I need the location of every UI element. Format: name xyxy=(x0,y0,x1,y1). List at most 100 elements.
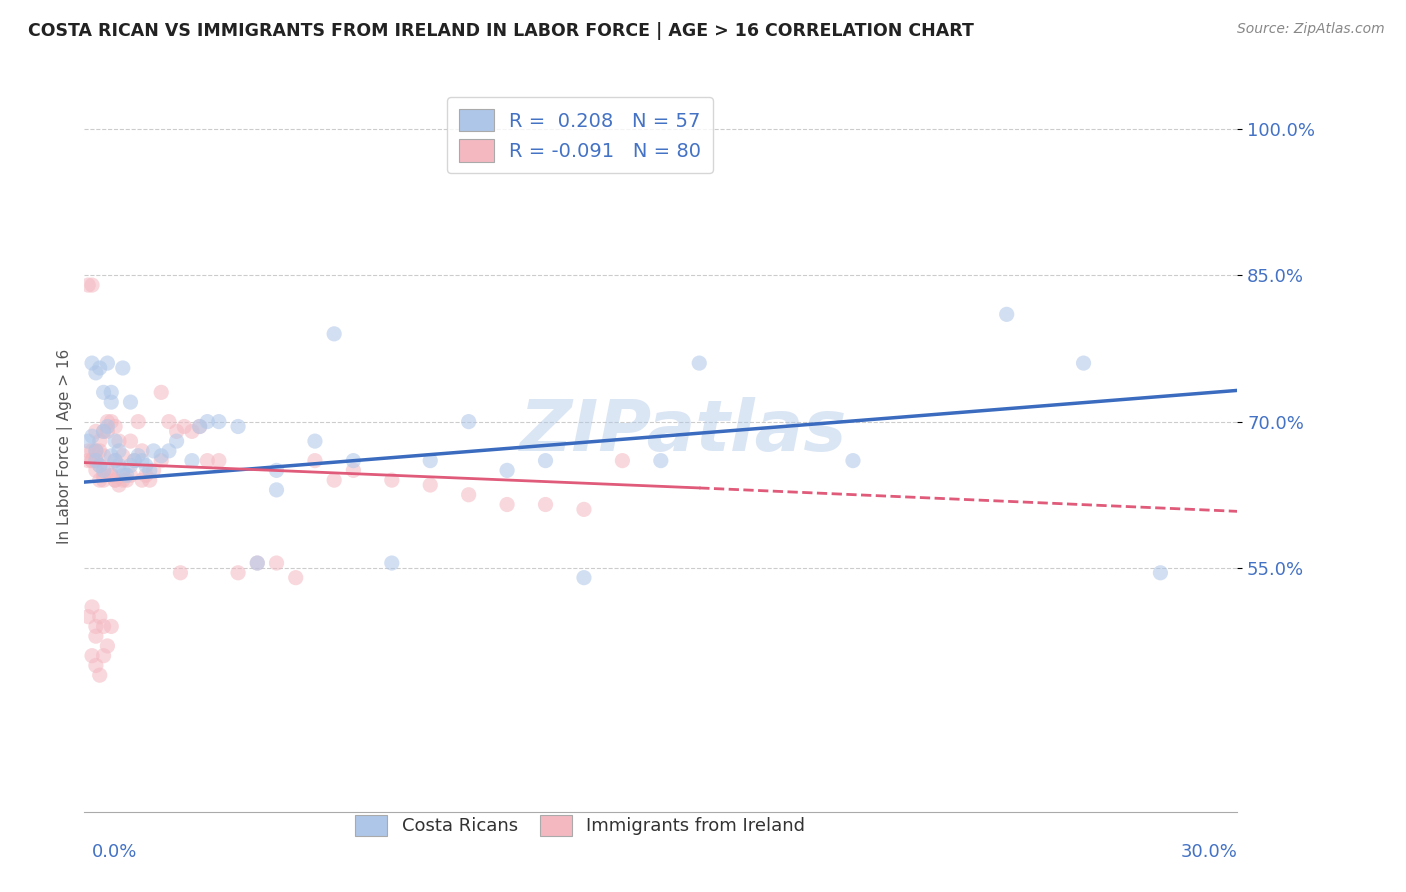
Point xyxy=(115,468,138,483)
Point xyxy=(108,443,131,458)
Point xyxy=(127,449,149,463)
Point xyxy=(150,449,173,463)
Point xyxy=(93,385,115,400)
Point xyxy=(342,463,364,477)
Point xyxy=(104,453,127,467)
Point xyxy=(135,458,157,473)
Point xyxy=(284,571,307,585)
Point xyxy=(323,326,346,341)
Point xyxy=(77,434,100,449)
Text: 30.0%: 30.0% xyxy=(1181,843,1237,861)
Point xyxy=(169,566,191,580)
Point xyxy=(80,443,103,458)
Point xyxy=(104,453,127,467)
Point xyxy=(304,453,326,467)
Point xyxy=(304,434,326,449)
Point xyxy=(96,425,118,439)
Point xyxy=(138,473,160,487)
Point xyxy=(195,415,218,429)
Point xyxy=(457,488,479,502)
Point xyxy=(84,443,107,458)
Point xyxy=(80,453,103,467)
Point xyxy=(181,425,204,439)
Point xyxy=(100,415,122,429)
Point xyxy=(688,356,710,370)
Point xyxy=(381,473,404,487)
Point xyxy=(93,473,115,487)
Point xyxy=(842,453,865,467)
Point xyxy=(77,443,100,458)
Point xyxy=(100,395,122,409)
Point xyxy=(93,425,115,439)
Point xyxy=(89,473,111,487)
Point xyxy=(381,556,404,570)
Point xyxy=(89,458,111,473)
Point xyxy=(108,458,131,473)
Point xyxy=(84,463,107,477)
Point xyxy=(100,449,122,463)
Point xyxy=(612,453,634,467)
Text: Source: ZipAtlas.com: Source: ZipAtlas.com xyxy=(1237,22,1385,37)
Point xyxy=(89,458,111,473)
Point xyxy=(208,415,231,429)
Point xyxy=(93,648,115,663)
Point xyxy=(142,443,165,458)
Point xyxy=(115,473,138,487)
Point xyxy=(650,453,672,467)
Point xyxy=(1149,566,1171,580)
Point xyxy=(342,453,364,467)
Point xyxy=(120,395,142,409)
Point xyxy=(496,498,519,512)
Point xyxy=(127,415,149,429)
Point xyxy=(142,463,165,477)
Point xyxy=(93,463,115,477)
Point xyxy=(96,639,118,653)
Point xyxy=(572,502,595,516)
Text: 0.0%: 0.0% xyxy=(91,843,136,861)
Point xyxy=(131,443,153,458)
Point xyxy=(131,453,153,467)
Point xyxy=(120,458,142,473)
Point xyxy=(100,619,122,633)
Point xyxy=(89,668,111,682)
Point xyxy=(77,278,100,293)
Point xyxy=(111,473,134,487)
Point xyxy=(266,463,288,477)
Point xyxy=(93,619,115,633)
Point xyxy=(157,443,180,458)
Point xyxy=(150,453,173,467)
Point xyxy=(93,468,115,483)
Point xyxy=(96,463,118,477)
Point xyxy=(84,453,107,467)
Point xyxy=(188,419,211,434)
Point xyxy=(323,473,346,487)
Point xyxy=(111,361,134,376)
Point xyxy=(266,483,288,497)
Point xyxy=(77,453,100,467)
Point xyxy=(124,453,146,467)
Point xyxy=(89,443,111,458)
Point xyxy=(266,556,288,570)
Point xyxy=(104,434,127,449)
Point xyxy=(419,453,441,467)
Point xyxy=(96,356,118,370)
Point xyxy=(111,463,134,477)
Point xyxy=(108,434,131,449)
Point xyxy=(80,453,103,467)
Point xyxy=(84,629,107,643)
Point xyxy=(120,468,142,483)
Point xyxy=(226,566,249,580)
Point xyxy=(138,463,160,477)
Point xyxy=(96,419,118,434)
Point xyxy=(104,473,127,487)
Point xyxy=(124,453,146,467)
Point xyxy=(419,478,441,492)
Point xyxy=(166,425,188,439)
Point xyxy=(181,453,204,467)
Point xyxy=(131,473,153,487)
Point xyxy=(111,449,134,463)
Point xyxy=(166,434,188,449)
Point xyxy=(84,658,107,673)
Point xyxy=(173,419,195,434)
Text: ZIPatlas: ZIPatlas xyxy=(520,397,848,466)
